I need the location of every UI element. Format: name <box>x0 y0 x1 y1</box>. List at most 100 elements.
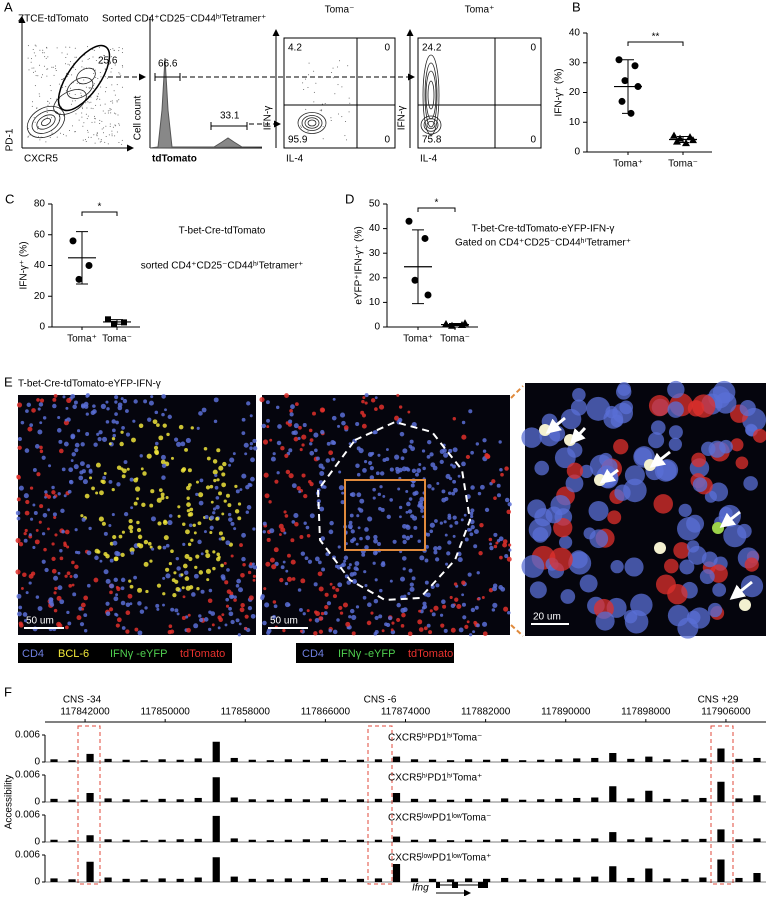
accessibility-bar <box>212 815 220 842</box>
cell <box>603 408 624 429</box>
cell <box>411 576 416 581</box>
cell <box>176 566 181 571</box>
cell <box>341 491 345 495</box>
cell <box>730 438 744 452</box>
cell <box>111 513 115 517</box>
event-dot <box>86 107 88 109</box>
event-dot <box>71 125 73 127</box>
cell <box>116 465 122 470</box>
cell <box>473 529 479 535</box>
accessibility-bar <box>464 839 473 842</box>
cell <box>358 448 364 454</box>
cell <box>326 601 332 606</box>
cell <box>401 612 406 618</box>
cell <box>418 627 424 632</box>
cell <box>252 565 257 570</box>
contour <box>422 54 440 136</box>
cell <box>699 569 715 585</box>
cell <box>339 611 344 615</box>
panel-subtitle: Sorted CD4⁺CD25⁻CD44ʰⁱTetramer⁺ <box>102 14 266 25</box>
cell <box>165 573 171 579</box>
cell <box>405 489 409 493</box>
cell <box>402 607 408 613</box>
cell <box>29 423 34 428</box>
cell <box>114 550 120 556</box>
accessibility-bar <box>284 798 292 802</box>
significance-bracket <box>81 211 118 216</box>
cell <box>39 504 44 509</box>
accessibility-bar <box>320 798 328 802</box>
event-dot <box>35 75 37 77</box>
accessibility-bar <box>284 839 292 842</box>
cell <box>314 617 320 623</box>
event-dot <box>75 113 77 115</box>
accessibility-bar <box>428 759 437 762</box>
cell <box>120 600 126 606</box>
cell <box>156 583 162 588</box>
data-point <box>615 56 623 64</box>
cell <box>139 454 143 458</box>
event-dot <box>67 63 69 65</box>
event-dot <box>27 135 29 137</box>
event-dot <box>100 139 102 141</box>
cell <box>223 561 227 565</box>
cell <box>664 558 679 574</box>
cell <box>39 398 45 403</box>
cell <box>566 462 584 479</box>
cell <box>280 527 286 533</box>
accessibility-bar <box>410 798 419 802</box>
cell <box>108 524 112 528</box>
event-dot <box>100 140 102 142</box>
x-tick-label: 117842000 <box>60 707 110 718</box>
event-dot <box>110 48 112 50</box>
event-dot <box>96 135 98 137</box>
cell <box>115 593 119 597</box>
cell <box>51 568 57 574</box>
event-dot <box>87 58 89 60</box>
cell <box>237 587 244 593</box>
cell <box>493 532 498 537</box>
y-tick-label: 0 <box>39 322 45 333</box>
cell <box>429 609 433 613</box>
cell <box>412 515 418 521</box>
cell <box>17 436 22 442</box>
accessibility-bar <box>68 879 76 882</box>
contour <box>423 118 439 132</box>
cell <box>262 521 267 526</box>
cell <box>88 526 92 531</box>
cell <box>249 446 253 450</box>
cell <box>328 529 334 535</box>
event-dot <box>33 71 35 73</box>
cell <box>62 395 66 399</box>
event-dot <box>51 117 53 119</box>
cell <box>739 599 751 611</box>
cell <box>198 614 202 618</box>
cell <box>283 510 287 514</box>
cell <box>168 624 173 629</box>
x-tick-label: Toma⁻ <box>102 334 132 345</box>
cell <box>66 397 72 403</box>
cell <box>284 581 289 586</box>
accessibility-bar <box>374 839 383 842</box>
cell <box>165 543 170 548</box>
cell <box>116 586 121 592</box>
event-dot <box>39 49 41 51</box>
cell <box>244 626 248 630</box>
event-dot <box>345 120 347 122</box>
cell <box>245 510 249 514</box>
event-dot <box>65 46 67 48</box>
cell <box>291 520 296 524</box>
accessibility-bar <box>86 793 94 802</box>
event-dot <box>120 75 122 77</box>
accessibility-bar <box>338 879 347 882</box>
cell <box>20 420 25 425</box>
cell <box>54 533 58 537</box>
cell <box>92 404 96 408</box>
event-dot <box>31 105 33 107</box>
cell <box>377 453 381 457</box>
cell <box>227 512 232 517</box>
cell <box>347 565 351 570</box>
accessibility-bar <box>555 878 563 882</box>
cell <box>68 584 73 588</box>
cell <box>439 521 443 525</box>
